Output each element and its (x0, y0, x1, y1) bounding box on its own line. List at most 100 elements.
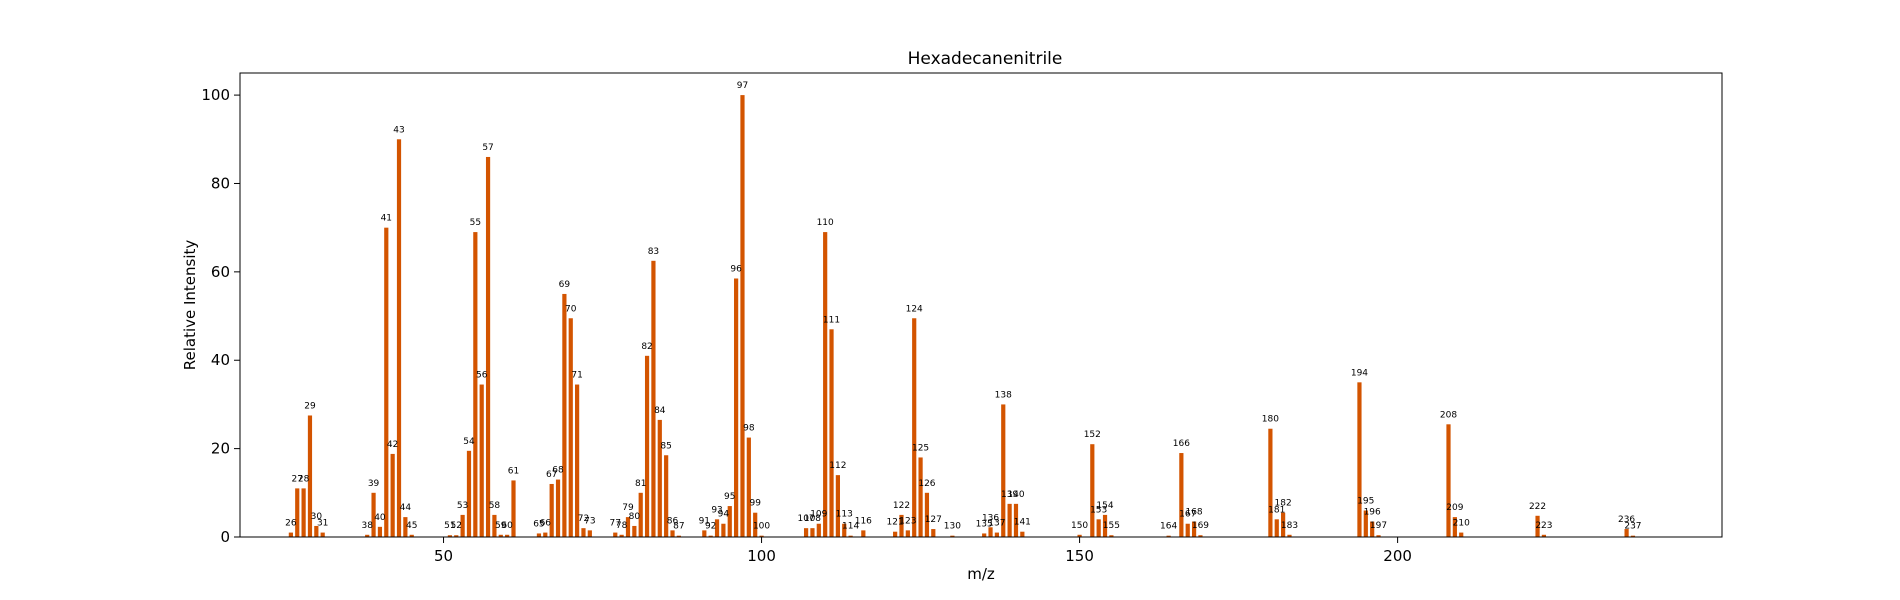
peak-label-81: 81 (635, 479, 646, 489)
y-tick-label: 40 (211, 351, 230, 369)
peak-label-96: 96 (730, 264, 742, 274)
bar-mz-140 (1013, 503, 1019, 537)
bar-mz-43 (396, 139, 402, 538)
peak-label-71: 71 (571, 371, 582, 381)
peak-label-99: 99 (749, 499, 761, 509)
bar-mz-196 (1370, 521, 1375, 537)
peak-label-60: 60 (501, 521, 513, 531)
peak-label-139: 139 (1001, 490, 1018, 500)
bar-mz-98 (746, 437, 751, 537)
bar-mz-127 (931, 529, 936, 537)
peak-label-80: 80 (629, 512, 641, 522)
peak-label-30: 30 (311, 512, 323, 522)
bar-mz-182 (1281, 512, 1286, 537)
bar-mz-222 (1535, 515, 1540, 537)
peak-label-45: 45 (406, 521, 417, 531)
peak-label-26: 26 (285, 519, 297, 529)
peak-label-182: 182 (1275, 499, 1292, 509)
bar-mz-79 (625, 517, 631, 537)
bar-mz-29 (307, 415, 313, 537)
peak-label-127: 127 (925, 515, 942, 525)
bar-mz-123 (905, 530, 910, 537)
peak-label-72: 72 (578, 514, 589, 524)
peak-label-114: 114 (842, 522, 859, 532)
x-tick-label: 200 (1383, 547, 1412, 565)
bar-mz-125 (918, 457, 923, 537)
peak-label-194: 194 (1351, 368, 1368, 378)
peak-label-110: 110 (817, 218, 834, 228)
peak-label-123: 123 (899, 516, 916, 526)
peak-label-70: 70 (565, 304, 577, 314)
y-tick-label: 100 (201, 86, 230, 104)
bar-mz-111 (829, 329, 834, 537)
bar-mz-155 (1109, 535, 1114, 537)
peak-label-124: 124 (906, 304, 923, 314)
x-axis-label: m/z (967, 565, 995, 583)
bar-mz-181 (1274, 519, 1279, 537)
peak-label-52: 52 (451, 521, 462, 531)
bar-mz-30 (314, 525, 319, 537)
bar-mz-210 (1459, 532, 1464, 537)
peak-label-223: 223 (1535, 521, 1552, 531)
bar-mz-56 (479, 384, 484, 537)
bar-mz-41 (384, 227, 389, 538)
bar-mz-70 (568, 318, 573, 537)
peak-label-86: 86 (667, 516, 679, 526)
bar-mz-197 (1376, 535, 1381, 537)
peak-label-167: 167 (1179, 510, 1196, 520)
bar-mz-135 (982, 533, 987, 537)
peak-label-168: 168 (1185, 508, 1202, 518)
bar-mz-26 (288, 532, 293, 537)
peak-label-83: 83 (648, 247, 659, 257)
peak-label-29: 29 (304, 401, 316, 411)
bar-mz-83 (651, 260, 656, 537)
bar-mz-54 (466, 450, 472, 537)
peak-label-237: 237 (1624, 522, 1641, 532)
bar-mz-60 (505, 534, 510, 537)
peak-label-38: 38 (361, 521, 373, 531)
peak-label-155: 155 (1103, 521, 1120, 531)
bar-mz-84 (657, 419, 662, 537)
peak-label-195: 195 (1357, 496, 1374, 506)
x-tick-label: 100 (747, 547, 776, 565)
peak-label-56: 56 (476, 371, 488, 381)
bar-mz-169 (1198, 535, 1203, 537)
x-tick-label: 50 (434, 547, 453, 565)
peak-label-154: 154 (1096, 501, 1113, 511)
bar-mz-138 (1001, 404, 1006, 537)
bar-mz-51 (447, 535, 452, 537)
peak-label-222: 222 (1529, 502, 1546, 512)
bar-mz-139 (1007, 503, 1012, 537)
bar-mz-85 (664, 455, 669, 537)
bar-mz-100 (759, 535, 764, 537)
bar-mz-86 (670, 530, 675, 537)
bar-mz-82 (644, 355, 650, 537)
y-tick-label: 60 (211, 263, 230, 281)
bar-mz-44 (403, 517, 408, 537)
peak-label-27: 27 (292, 474, 303, 484)
peak-label-95: 95 (724, 492, 735, 502)
bar-mz-110 (823, 232, 828, 537)
bar-mz-97 (740, 95, 745, 537)
peak-label-116: 116 (855, 516, 872, 526)
peak-label-94: 94 (718, 510, 730, 520)
y-axis-label: Relative Intensity (181, 240, 199, 371)
bar-mz-78 (619, 534, 624, 537)
bar-mz-57 (485, 156, 491, 537)
peak-label-79: 79 (622, 503, 634, 513)
bar-mz-168 (1191, 521, 1197, 537)
bar-mz-72 (581, 528, 586, 537)
peak-label-125: 125 (912, 443, 929, 453)
bar-mz-65 (536, 533, 542, 537)
bar-mz-95 (727, 506, 732, 537)
bar-mz-152 (1090, 444, 1095, 537)
peak-label-85: 85 (660, 441, 671, 451)
bar-mz-55 (473, 232, 478, 537)
bar-mz-99 (753, 512, 758, 537)
peak-label-40: 40 (374, 513, 386, 523)
bar-mz-195 (1363, 510, 1368, 537)
bar-mz-92 (708, 535, 713, 537)
peak-label-236: 236 (1618, 515, 1635, 525)
peak-label-196: 196 (1364, 508, 1381, 518)
